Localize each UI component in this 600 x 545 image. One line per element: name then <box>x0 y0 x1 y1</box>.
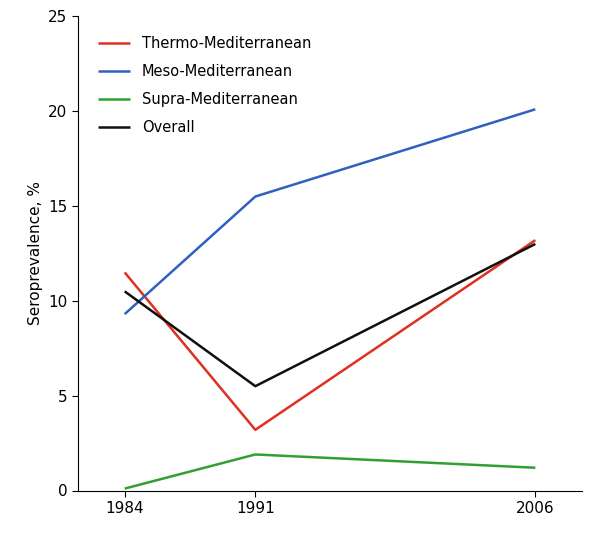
Thermo-Mediterranean <box>121 269 128 276</box>
Supra-Mediterranean <box>532 464 539 471</box>
Line: Supra-Mediterranean: Supra-Mediterranean <box>125 455 535 489</box>
Meso-Mediterranean <box>532 106 539 113</box>
Thermo-Mediterranean <box>532 237 539 244</box>
Y-axis label: Seroprevalence, %: Seroprevalence, % <box>28 181 43 325</box>
Legend: Thermo-Mediterranean, Meso-Mediterranean, Supra-Mediterranean, Overall: Thermo-Mediterranean, Meso-Mediterranean… <box>95 33 314 138</box>
Line: Thermo-Mediterranean: Thermo-Mediterranean <box>125 240 535 430</box>
Overall <box>532 241 539 247</box>
Line: Meso-Mediterranean: Meso-Mediterranean <box>125 110 535 314</box>
Overall <box>121 288 128 295</box>
Supra-Mediterranean <box>252 451 259 458</box>
Meso-Mediterranean <box>121 311 128 317</box>
Thermo-Mediterranean <box>252 427 259 433</box>
Supra-Mediterranean <box>121 486 128 492</box>
Line: Overall: Overall <box>125 244 535 386</box>
Overall <box>252 383 259 390</box>
Meso-Mediterranean <box>252 193 259 200</box>
